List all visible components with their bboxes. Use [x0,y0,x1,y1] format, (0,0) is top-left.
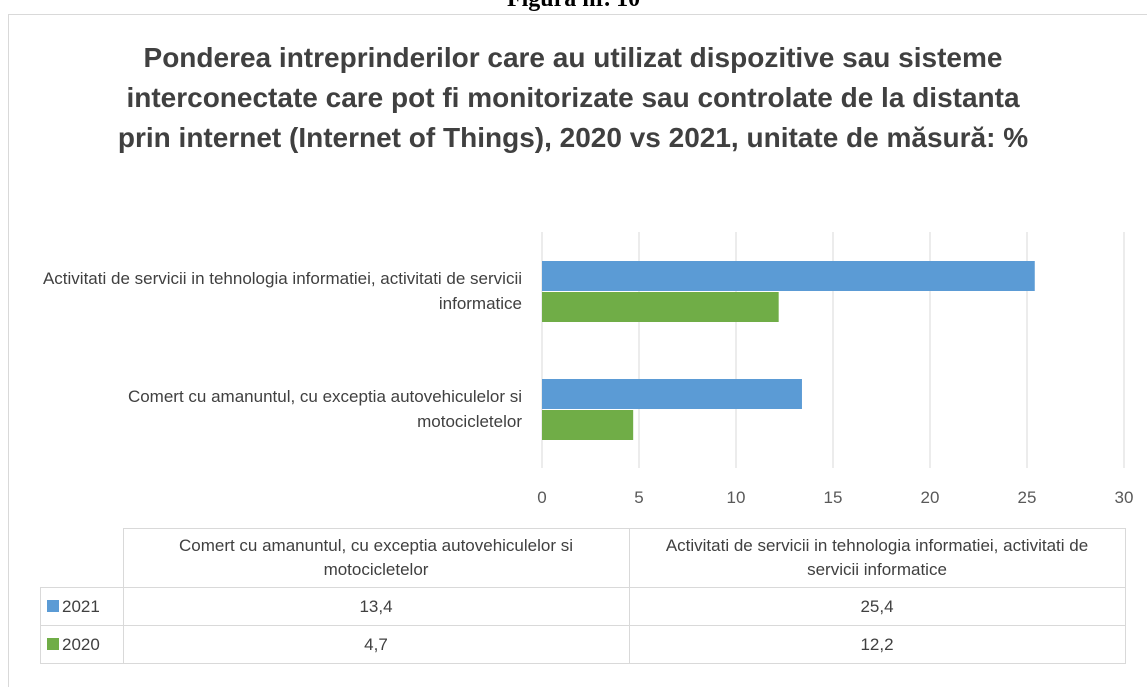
x-tick-label: 20 [921,488,940,507]
x-tick-label: 15 [824,488,843,507]
x-tick-label: 10 [727,488,746,507]
category-label: Activitati de servicii in tehnologia inf… [42,269,522,313]
chart-title: Ponderea intreprinderilor care au utiliz… [117,42,1029,153]
legend-swatch [47,599,59,612]
table-header: Comert cu amanuntul, cu exceptia autoveh… [40,528,1126,588]
x-tick-label: 0 [537,488,546,507]
table-header-cell: Activitati de servicii in tehnologia inf… [628,528,1126,588]
x-tick-label: 5 [634,488,643,507]
x-tick-label: 30 [1115,488,1134,507]
table-value: 25,4 [628,587,1126,626]
table-value: 4,7 [122,625,630,664]
table-header-cell: Comert cu amanuntul, cu exceptia autoveh… [122,528,630,588]
legend-cell: 2020 [40,625,124,664]
table-row: 2020 4,7 12,2 [40,625,1126,664]
table-row: 2021 13,4 25,4 [40,587,1126,626]
legend-label: 2020 [62,634,100,654]
table-value: 13,4 [122,587,630,626]
legend-cell: 2021 [40,587,124,626]
bar [542,379,802,409]
category-label: Comert cu amanuntul, cu exceptia autoveh… [127,387,522,431]
figure-label: Figura nr. 10 [0,0,1147,13]
x-tick-label: 25 [1018,488,1037,507]
bar [542,261,1035,291]
chart-frame [8,14,1147,687]
bar [542,292,779,322]
legend-swatch [47,637,59,650]
bar [542,410,634,440]
data-table: Comert cu amanuntul, cu exceptia autoveh… [40,528,1126,664]
table-corner [40,528,124,588]
table-value: 12,2 [628,625,1126,664]
legend-label: 2021 [62,596,100,616]
